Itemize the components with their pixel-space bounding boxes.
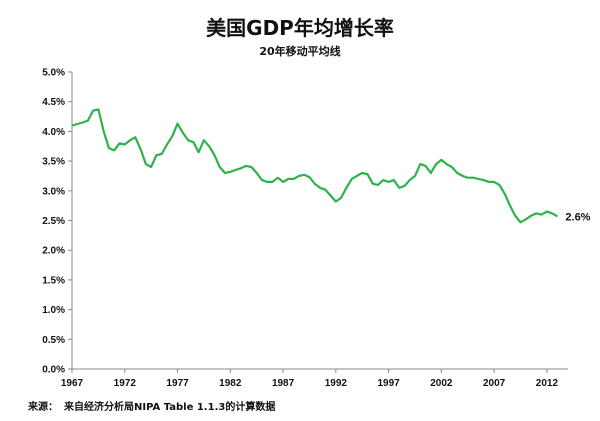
x-tick-label: 1977	[166, 378, 189, 389]
source-text: 来自经济分析局NIPA Table 1.1.3的计算数据	[64, 402, 276, 413]
y-tick-label: 4.0%	[42, 127, 65, 138]
x-tick-label: 1967	[61, 378, 84, 389]
end-value-label: 2.6%	[565, 211, 590, 223]
y-tick-label: 3.5%	[42, 157, 65, 168]
x-axis-ticks: 1967 1972 1977 1982 1987 1992 1997 2002 2007 2012	[61, 369, 559, 389]
x-tick-label: 1992	[325, 378, 348, 389]
source-label: 来源：	[28, 402, 58, 413]
series-line	[71, 108, 558, 224]
x-tick-label: 1972	[114, 378, 137, 389]
source-note: 来源： 来自经济分析局NIPA Table 1.1.3的计算数据	[28, 398, 275, 413]
y-tick-label: 5.0%	[42, 68, 65, 79]
x-tick-label: 2012	[536, 378, 559, 389]
y-tick-label: 0.0%	[42, 365, 65, 376]
y-tick-label: 2.0%	[42, 246, 65, 257]
x-tick-label: 2002	[430, 378, 453, 389]
x-tick-label: 1987	[272, 378, 295, 389]
y-tick-label: 1.5%	[42, 275, 65, 286]
y-tick-label: 3.0%	[42, 186, 65, 197]
x-tick-label: 1982	[219, 378, 242, 389]
y-tick-label: 1.0%	[42, 305, 65, 316]
chart-title: 美国GDP年均增长率	[206, 16, 394, 40]
y-tick-label: 4.5%	[42, 97, 65, 108]
axes	[71, 72, 568, 370]
x-tick-label: 1997	[377, 378, 400, 389]
x-tick-label: 2007	[483, 378, 506, 389]
y-axis-ticks: 0.0% 0.5% 1.0% 1.5% 2.0% 2.5% 3.0% 3.5% 4.0% 4.5%…	[42, 68, 72, 376]
y-tick-label: 2.5%	[42, 216, 65, 227]
chart-subtitle: 20年移动平均线	[259, 45, 341, 58]
y-tick-label: 0.5%	[42, 335, 65, 346]
